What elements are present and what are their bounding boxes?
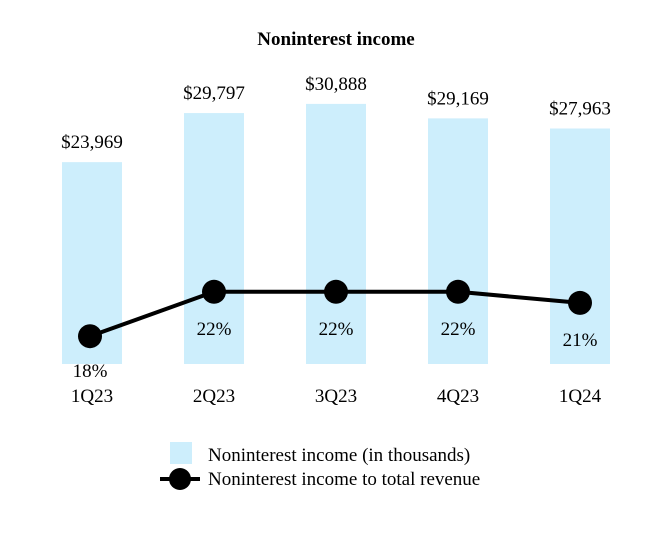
x-axis-tick-labels: 1Q23 2Q23 3Q23 4Q23 1Q24 [71,386,602,407]
bar-labels-layer: $23,969 $29,797 $30,888 $29,169 $27,963 [61,74,611,153]
bar-label-1Q24: $27,963 [549,99,611,120]
line-label-1Q24: 21% [563,330,598,351]
bar-4Q23 [428,118,488,364]
bar-label-4Q23: $29,169 [427,88,489,109]
x-tick-1Q24: 1Q24 [559,386,602,407]
x-tick-2Q23: 2Q23 [193,386,235,407]
bar-label-1Q23: $23,969 [61,132,123,153]
line-point-2Q23 [202,279,226,304]
x-tick-4Q23: 4Q23 [437,386,479,407]
bar-2Q23 [184,113,244,364]
bars-layer [62,103,610,364]
line-label-2Q23: 22% [197,319,232,340]
line-point-3Q23 [324,279,348,304]
bar-label-3Q23: $30,888 [305,74,367,95]
points-layer [78,279,592,349]
bar-1Q24 [550,128,610,364]
x-tick-1Q23: 1Q23 [71,386,113,407]
pct-labels-layer: 18% 22% 22% 22% 21% [73,319,598,382]
legend: Noninterest income (in thousands) Nonint… [160,442,480,490]
line-label-3Q23: 22% [319,319,354,340]
line-label-1Q23: 18% [73,361,108,382]
x-tick-3Q23: 3Q23 [315,386,357,407]
legend-bar-swatch [170,442,192,464]
line-point-4Q23 [446,279,470,304]
bar-3Q23 [306,103,366,364]
legend-marker-swatch [169,468,191,490]
legend-line-label: Noninterest income to total revenue [208,469,480,490]
bar-label-2Q23: $29,797 [183,83,245,104]
line-point-1Q24 [568,290,592,315]
chart-title: Noninterest income [257,29,414,50]
line-label-4Q23: 22% [441,319,476,340]
line-point-1Q23 [78,324,102,349]
legend-bar-label: Noninterest income (in thousands) [208,445,470,466]
